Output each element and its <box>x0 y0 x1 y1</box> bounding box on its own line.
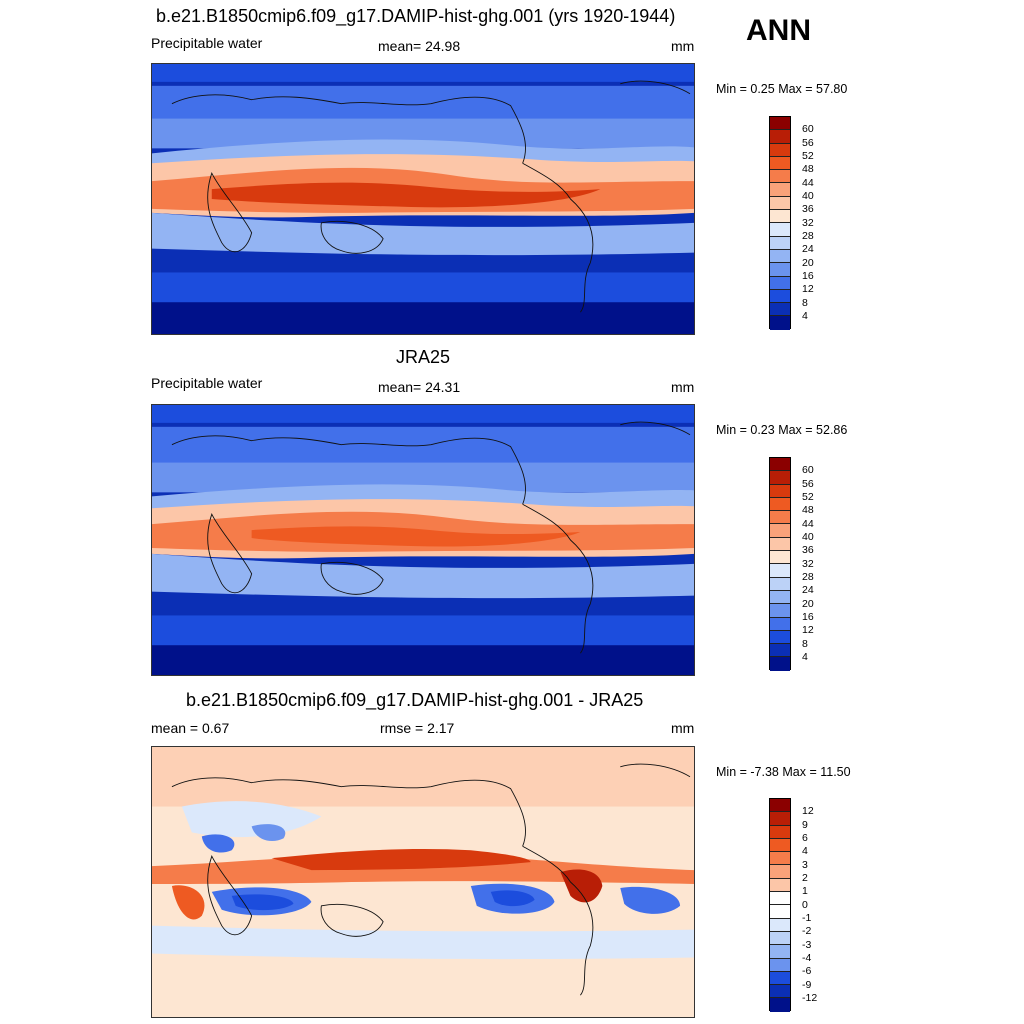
panel2-colorbar-tick: 48 <box>802 504 814 516</box>
panel2-colorbar-tick: 52 <box>802 491 814 503</box>
panel2-title: JRA25 <box>396 347 451 367</box>
panel2-colorbar-tick: 28 <box>802 571 814 583</box>
panel2-colorbar-tick: 44 <box>802 518 814 530</box>
panel3-colorbar-tick: 12 <box>802 805 814 817</box>
panel3-colorbar-tick: -6 <box>802 965 812 977</box>
panel1-colorbar-tick: 44 <box>802 177 814 189</box>
panel2-colorbar-tick: 32 <box>802 558 814 570</box>
panel3-colorbar-tick: -1 <box>802 912 812 924</box>
panel1-map-graphic <box>152 64 694 334</box>
panel3-colorbar-tick: 1 <box>802 885 808 897</box>
panel1-variable-label: Precipitable water <box>151 35 263 51</box>
panel1-minmax-label: Min = 0.25 Max = 57.80 <box>716 82 848 96</box>
panel1-colorbar-tick: 40 <box>802 190 814 202</box>
panel1-colorbar-tick: 4 <box>802 310 808 322</box>
panel2-colorbar-tick: 20 <box>802 598 814 610</box>
panel1-title: b.e21.B1850cmip6.f09_g17.DAMIP-hist-ghg.… <box>156 6 676 26</box>
panel2-map-graphic <box>152 405 694 675</box>
panel1-colorbar-tick: 36 <box>802 203 814 215</box>
panel2-units-label: mm <box>671 379 695 395</box>
panel1-colorbar <box>769 116 791 330</box>
panel3-mean-label: mean = 0.67 <box>151 720 230 736</box>
panel2-colorbar-tick: 40 <box>802 531 814 543</box>
panel3-colorbar-tick: 3 <box>802 859 808 871</box>
panel3-colorbar-tick: -2 <box>802 925 812 937</box>
panel2-colorbar <box>769 457 791 671</box>
panel2-colorbar-tick: 4 <box>802 651 808 663</box>
panel1-units-label: mm <box>671 38 695 54</box>
panel3-title: b.e21.B1850cmip6.f09_g17.DAMIP-hist-ghg.… <box>186 690 644 710</box>
panel3-map <box>151 746 695 1018</box>
panel2-colorbar-tick: 8 <box>802 638 808 650</box>
panel1-map <box>151 63 695 335</box>
panel3-colorbar-tick: -4 <box>802 952 812 964</box>
panel1-colorbar-tick: 52 <box>802 150 814 162</box>
panel2-minmax-label: Min = 0.23 Max = 52.86 <box>716 423 848 437</box>
panel1-colorbar-tick: 32 <box>802 217 814 229</box>
panel3-colorbar-tick: 2 <box>802 872 808 884</box>
season-label: ANN <box>746 14 811 47</box>
panel1-colorbar-tick: 24 <box>802 243 814 255</box>
panel2-colorbar-tick: 24 <box>802 584 814 596</box>
panel3-units-label: mm <box>671 720 695 736</box>
panel1-colorbar-tick: 28 <box>802 230 814 242</box>
panel1-colorbar-tick: 8 <box>802 297 808 309</box>
panel3-map-graphic <box>152 747 694 1017</box>
panel3-colorbar-tick: -3 <box>802 939 812 951</box>
panel2-colorbar-tick: 36 <box>802 544 814 556</box>
panel2-colorbar-tick: 60 <box>802 464 814 476</box>
panel1-colorbar-tick: 20 <box>802 257 814 269</box>
panel3-minmax-label: Min = -7.38 Max = 11.50 <box>716 765 851 779</box>
panel3-colorbar-tick: 6 <box>802 832 808 844</box>
panel1-colorbar-tick: 12 <box>802 283 814 295</box>
panel3-colorbar-tick: -12 <box>802 992 818 1004</box>
panel2-variable-label: Precipitable water <box>151 375 263 391</box>
panel1-colorbar-tick: 56 <box>802 137 814 149</box>
panel3-colorbar-tick: -9 <box>802 979 812 991</box>
panel3-colorbar-tick: 9 <box>802 819 808 831</box>
panel3-rmse-label: rmse = 2.17 <box>380 720 455 736</box>
panel3-colorbar-tick: 4 <box>802 845 808 857</box>
panel3-colorbar <box>769 798 791 1012</box>
panel2-mean-label: mean= 24.31 <box>378 379 461 395</box>
panel2-colorbar-tick: 56 <box>802 478 814 490</box>
panel2-colorbar-tick: 16 <box>802 611 814 623</box>
panel1-colorbar-tick: 60 <box>802 123 814 135</box>
panel2-colorbar-tick: 12 <box>802 624 814 636</box>
panel3-colorbar-tick: 0 <box>802 899 808 911</box>
panel1-colorbar-tick: 16 <box>802 270 814 282</box>
panel2-map <box>151 404 695 676</box>
panel1-colorbar-tick: 48 <box>802 163 814 175</box>
panel1-mean-label: mean= 24.98 <box>378 38 461 54</box>
